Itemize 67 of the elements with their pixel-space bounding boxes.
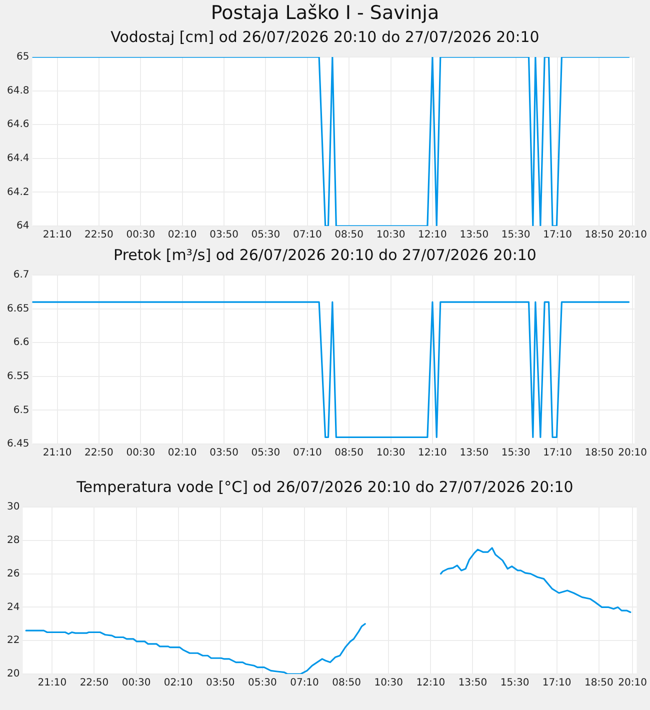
y-tick-label: 20 — [6, 668, 20, 680]
y-tick-label: 6.6 — [13, 337, 30, 348]
x-tick-label: 07:10 — [292, 230, 322, 241]
x-tick-label: 13:50 — [460, 230, 489, 241]
y-tick-label: 28 — [6, 534, 20, 546]
y-tick-label: 30 — [6, 502, 20, 513]
x-tick-label: 00:30 — [122, 678, 151, 689]
y-tick-label: 24 — [6, 602, 20, 613]
x-tick-label: 03:50 — [206, 678, 235, 689]
x-tick-label: 18:50 — [584, 230, 614, 241]
y-tick-label: 65 — [16, 52, 30, 63]
x-tick-label: 08:50 — [334, 230, 364, 241]
x-tick-label: 13:50 — [458, 678, 488, 689]
y-tick-label: 22 — [6, 635, 20, 646]
x-tick-label: 17:10 — [543, 230, 572, 241]
x-tick-label: 00:30 — [126, 448, 156, 459]
y-tick-label: 6.5 — [13, 404, 30, 416]
x-tick-label: 07:10 — [290, 678, 319, 689]
chart-title: Temperatura vode [°C] od 26/07/2026 20:10 do 27/07/2026 20:10 — [76, 477, 574, 498]
x-tick-label: 12:10 — [418, 230, 447, 241]
x-tick-label: 07:10 — [292, 448, 322, 459]
y-tick-label: 64.8 — [7, 85, 30, 96]
y-tick-label: 26 — [6, 568, 20, 580]
x-tick-label: 05:30 — [251, 448, 280, 459]
x-tick-label: 10:30 — [376, 230, 406, 241]
x-tick-label: 17:10 — [543, 448, 572, 459]
y-tick-label: 64 — [16, 220, 30, 232]
x-tick-label: 20:10 — [618, 448, 647, 459]
x-tick-label: 15:30 — [500, 678, 530, 689]
x-tick-label: 12:10 — [418, 448, 447, 459]
x-tick-label: 13:50 — [460, 448, 489, 459]
x-tick-label: 02:10 — [168, 230, 197, 241]
x-tick-label: 18:50 — [584, 678, 614, 689]
y-tick-label: 6.65 — [7, 303, 30, 314]
x-tick-label: 00:30 — [126, 230, 156, 241]
chart-subtitle: Vodostaj [cm] od 26/07/2026 20:10 do 27/07/2026 20:10 — [110, 27, 540, 48]
x-tick-label: 22:50 — [84, 448, 114, 459]
x-tick-label: 08:50 — [332, 678, 361, 689]
x-tick-label: 20:10 — [618, 678, 647, 689]
y-tick-label: 64.4 — [7, 152, 30, 164]
x-tick-label: 08:50 — [334, 448, 364, 459]
x-tick-label: 22:50 — [84, 230, 114, 241]
chart-title: Postaja Laško I - Savinja — [210, 1, 440, 26]
x-tick-label: 22:50 — [80, 678, 109, 689]
x-tick-label: 10:30 — [376, 448, 406, 459]
x-tick-label: 03:50 — [210, 448, 238, 459]
x-tick-label: 20:10 — [618, 230, 647, 241]
x-tick-label: 21:10 — [42, 448, 72, 459]
x-tick-label: 18:50 — [584, 448, 614, 459]
x-tick-label: 12:10 — [416, 678, 446, 689]
y-tick-label: 64.6 — [7, 119, 30, 130]
y-tick-label: 6.7 — [13, 270, 30, 281]
y-tick-label: 64.2 — [7, 186, 30, 198]
x-tick-label: 05:30 — [251, 230, 280, 241]
x-tick-label: 03:50 — [210, 230, 238, 241]
x-tick-label: 21:10 — [42, 230, 72, 241]
x-tick-label: 15:30 — [501, 230, 530, 241]
y-tick-label: 6.55 — [7, 370, 30, 382]
x-tick-label: 05:30 — [248, 678, 277, 689]
x-tick-label: 10:30 — [374, 678, 404, 689]
x-tick-label: 02:10 — [164, 678, 193, 689]
x-tick-label: 17:10 — [542, 678, 572, 689]
x-tick-label: 21:10 — [38, 678, 67, 689]
chart-title: Pretok [m³/s] od 26/07/2026 20:10 do 27/07/2026 20:10 — [112, 245, 538, 266]
x-tick-label: 02:10 — [168, 448, 197, 459]
y-tick-label: 6.45 — [7, 438, 30, 450]
x-tick-label: 15:30 — [501, 448, 530, 459]
